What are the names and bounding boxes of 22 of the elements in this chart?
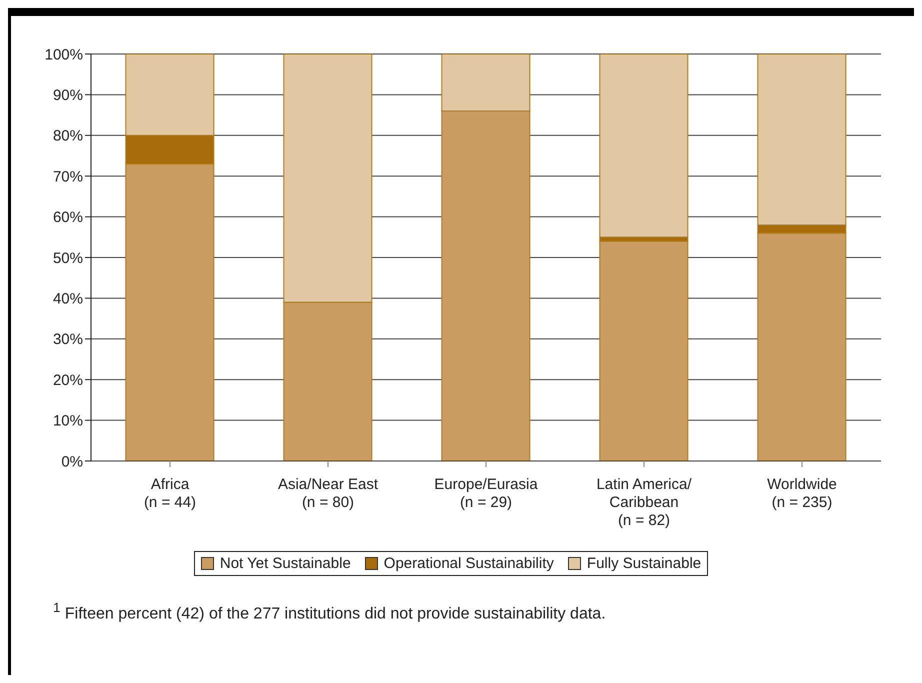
legend-label: Fully Sustainable bbox=[586, 555, 702, 572]
x-tick-label: Worldwide (n = 235) bbox=[767, 476, 837, 511]
y-tick-label: 60% bbox=[52, 209, 83, 226]
x-tick-label: Latin America/ Caribbean (n = 82) bbox=[596, 476, 692, 529]
y-tick-label: 80% bbox=[52, 128, 83, 145]
bar bbox=[599, 240, 688, 461]
legend-label: Not Yet Sustainable bbox=[218, 555, 351, 572]
bar bbox=[599, 54, 688, 238]
text: $^{1}$ Fifteen percent (42) of the 277 institutions did not provide sustainability data. bbox=[53, 600, 607, 624]
y-tick-label: 20% bbox=[52, 372, 83, 389]
y-tick-label: 10% bbox=[52, 412, 83, 430]
y-tick-label: 0% bbox=[61, 453, 83, 470]
x-tick-label: Africa (n = 44) bbox=[144, 476, 196, 511]
y-tick-label: 40% bbox=[52, 290, 83, 308]
x-tick-label: Europe/Eurasia (n = 29) bbox=[434, 476, 538, 511]
y-tick-label: 100% bbox=[44, 46, 83, 64]
x-tick-label: Asia/Near East (n = 80) bbox=[278, 476, 379, 511]
y-tick-label: 50% bbox=[52, 250, 83, 267]
y-tick-label: 90% bbox=[52, 87, 83, 104]
y-tick-label: 30% bbox=[52, 331, 83, 348]
legend-label: Operational Sustainability bbox=[382, 555, 554, 572]
y-tick-label: 70% bbox=[52, 168, 83, 186]
